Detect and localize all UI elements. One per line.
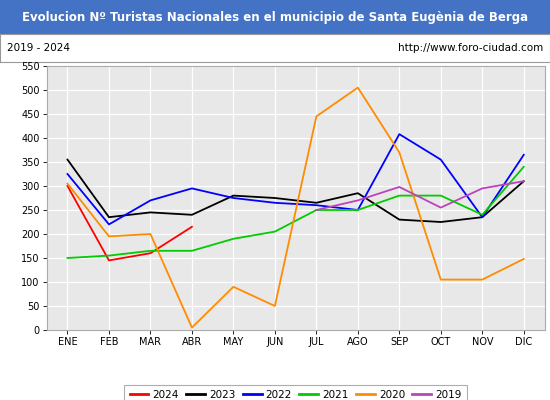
Text: 2019 - 2024: 2019 - 2024: [7, 43, 70, 53]
Text: http://www.foro-ciudad.com: http://www.foro-ciudad.com: [398, 43, 543, 53]
Text: Evolucion Nº Turistas Nacionales en el municipio de Santa Eugènia de Berga: Evolucion Nº Turistas Nacionales en el m…: [22, 10, 528, 24]
Legend: 2024, 2023, 2022, 2021, 2020, 2019: 2024, 2023, 2022, 2021, 2020, 2019: [124, 385, 467, 400]
